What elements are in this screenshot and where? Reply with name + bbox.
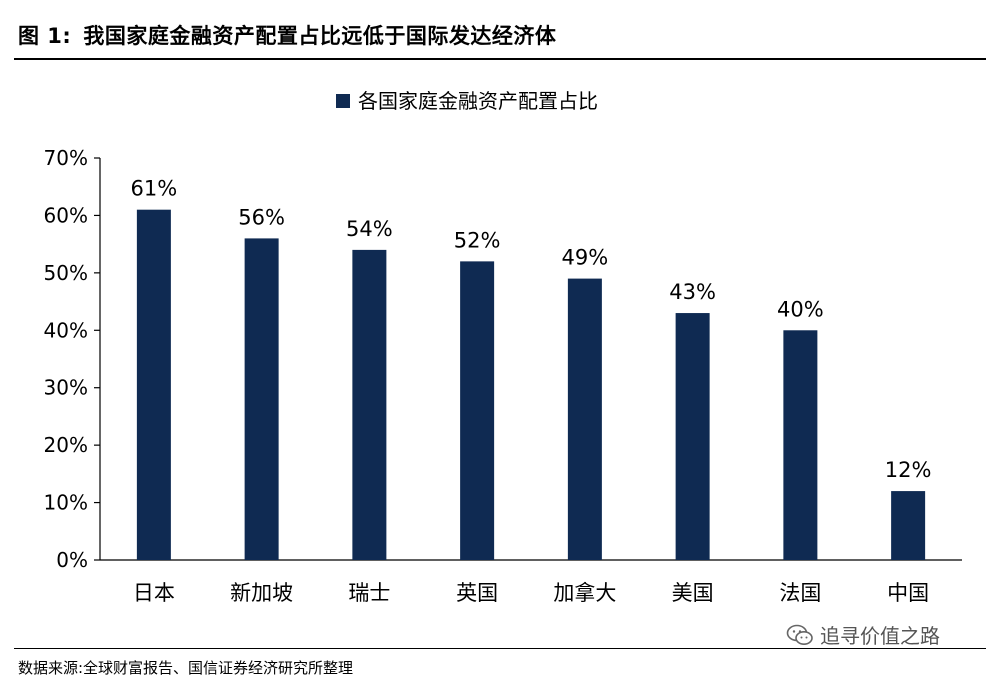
category-label: 中国 [887,581,929,605]
footer-divider [14,648,986,649]
y-tick-label: 50% [44,261,88,285]
bar-chart: 各国家庭金融资产配置占比 0% 10% 20% 30% 40% 50% 60% 70% 61% 日本… [44,89,962,605]
y-tick-label: 70% [44,146,88,170]
category-label: 瑞士 [348,581,390,605]
data-label: 56% [238,205,285,229]
figure-title: 图 1: 我国家庭金融资产配置占比远低于国际发达经济体 [18,20,556,50]
bar [352,249,387,560]
category-label: 法国 [779,581,821,605]
bar [675,313,710,560]
bar [783,330,818,560]
bar [460,261,495,560]
bar [244,238,279,560]
watermark-text: 追寻价值之路 [820,624,940,648]
figure-header: 图 1: 我国家庭金融资产配置占比远低于国际发达经济体 [14,14,986,60]
category-label: 日本 [133,581,175,605]
bar [891,491,926,560]
y-tick-label: 60% [44,203,88,227]
figure-title-text: 我国家庭金融资产配置占比远低于国际发达经济体 [83,24,557,48]
watermark: 追寻价值之路 [786,620,940,649]
y-tick-label: 10% [44,491,88,515]
data-label: 40% [777,297,824,321]
wechat-icon [786,624,813,645]
data-label: 54% [346,217,393,241]
y-tick-label: 0% [56,548,88,572]
data-label: 49% [562,246,609,270]
figure-label: 图 1: [18,24,72,48]
legend-label: 各国家庭金融资产配置占比 [358,89,598,113]
category-label: 英国 [456,581,498,605]
y-tick-label: 20% [44,433,88,457]
y-tick-label: 40% [44,318,88,342]
data-label: 52% [454,228,501,252]
category-label: 美国 [672,581,714,605]
y-tick-label: 30% [44,376,88,400]
source-note: 数据来源:全球财富报告、国信证券经济研究所整理 [18,659,354,677]
data-label: 12% [885,458,932,482]
data-label: 43% [669,280,716,304]
bar [136,209,171,560]
bar [567,278,602,560]
category-label: 加拿大 [553,581,616,605]
data-label: 61% [131,177,178,201]
legend-swatch [336,94,350,108]
category-label: 新加坡 [230,581,293,605]
